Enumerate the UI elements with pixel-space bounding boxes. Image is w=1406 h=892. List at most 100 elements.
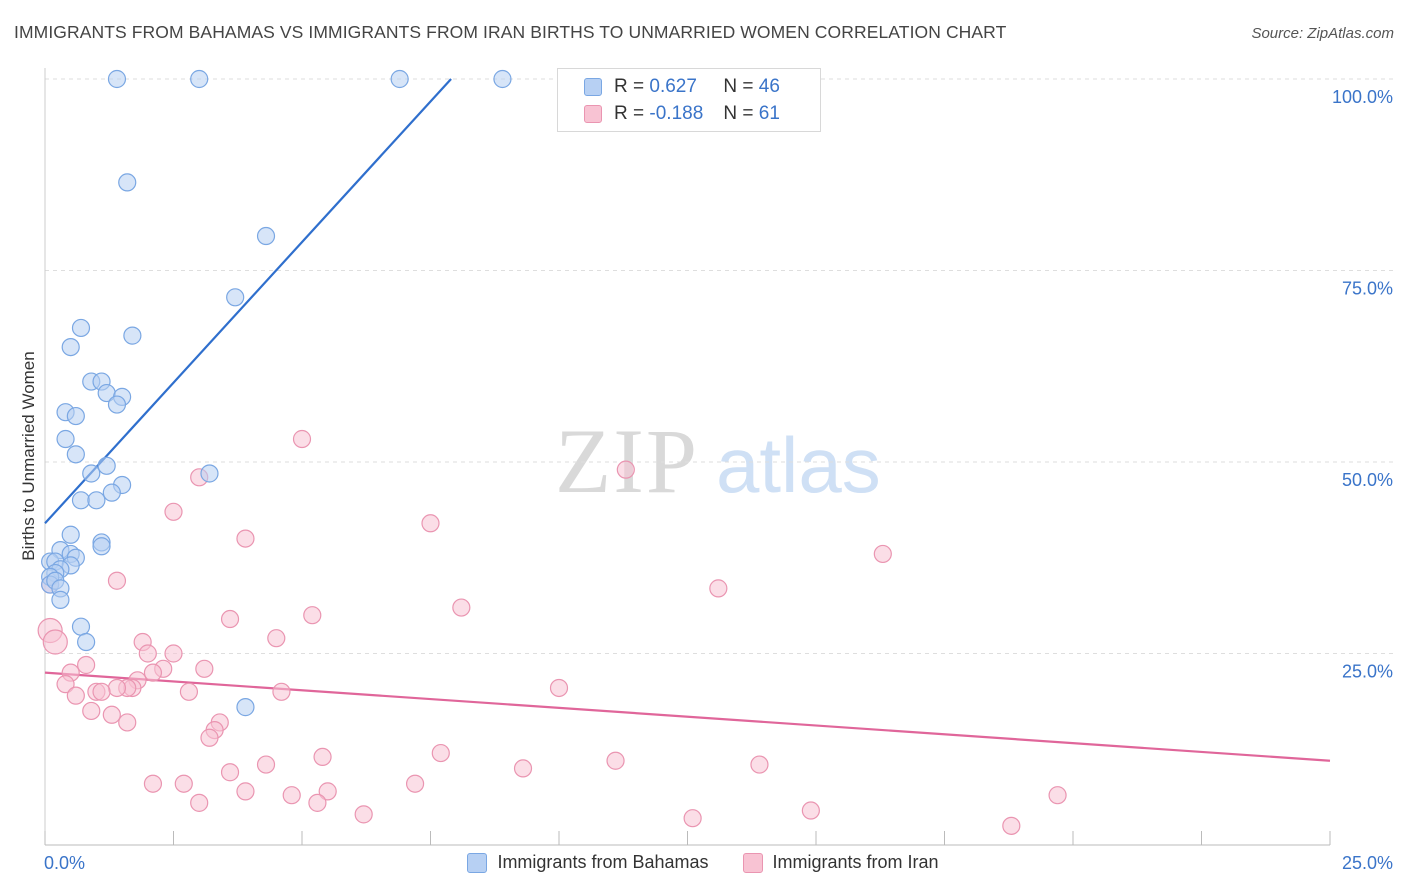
iran-point bbox=[118, 713, 137, 732]
iran-point bbox=[82, 701, 101, 721]
y-tick-label: 100.0% bbox=[1332, 87, 1393, 107]
bahamas-point bbox=[61, 338, 80, 357]
legend-row-iran: R = -0.188 N = 61 bbox=[584, 102, 780, 126]
bahamas-legend-swatch bbox=[467, 852, 488, 873]
iran-point bbox=[164, 644, 183, 663]
bahamas-trend-line bbox=[44, 78, 452, 525]
iran-point bbox=[267, 629, 286, 648]
iran-point bbox=[190, 793, 209, 812]
iran-point bbox=[303, 606, 322, 625]
iran-point bbox=[107, 571, 127, 590]
iran-point bbox=[549, 678, 569, 698]
iran-point bbox=[107, 678, 127, 698]
iran-point bbox=[318, 782, 337, 801]
bahamas-point bbox=[190, 69, 209, 89]
iran-point bbox=[66, 686, 85, 705]
iran-point bbox=[513, 759, 533, 778]
n-value: 46 bbox=[758, 76, 780, 97]
r-label: R = bbox=[614, 103, 645, 124]
iran-point bbox=[164, 502, 183, 521]
axes bbox=[44, 68, 1331, 846]
iran-point bbox=[195, 659, 214, 678]
bahamas-point bbox=[87, 491, 106, 510]
iran-point bbox=[56, 675, 75, 694]
iran-point bbox=[42, 629, 68, 655]
iran-point bbox=[354, 805, 373, 824]
iran-point bbox=[179, 682, 199, 701]
bahamas-point bbox=[256, 226, 276, 246]
r-value: 0.627 bbox=[649, 76, 697, 97]
bahamas-point bbox=[493, 69, 512, 89]
tick-labels: 100.0% 75.0% 50.0% 25.0% 0.0% 25.0% bbox=[44, 87, 1393, 873]
y-tick-label: 75.0% bbox=[1342, 279, 1393, 299]
iran-point bbox=[220, 609, 240, 629]
iran-point bbox=[256, 755, 276, 774]
bahamas-point bbox=[71, 491, 91, 510]
correlation-legend: R = 0.627 N = 46 R = -0.188 N = 61 bbox=[557, 68, 821, 132]
iran-point bbox=[683, 809, 702, 828]
bahamas-point bbox=[200, 464, 219, 483]
bahamas-point bbox=[390, 69, 409, 89]
iran-point bbox=[750, 755, 769, 774]
series-legend: Immigrants from Bahamas Immigrants from … bbox=[0, 852, 1406, 873]
iran-point bbox=[292, 429, 312, 449]
x-tick-label: 25.0% bbox=[1342, 853, 1393, 873]
iran-point bbox=[138, 644, 157, 663]
legend-label-iran: Immigrants from Iran bbox=[772, 852, 939, 872]
n-label: N = bbox=[723, 103, 754, 124]
iran-points bbox=[37, 429, 1067, 835]
iran-swatch bbox=[584, 105, 602, 123]
legend-item-iran: Immigrants from Iran bbox=[742, 852, 939, 873]
iran-point bbox=[143, 774, 163, 793]
iran-point bbox=[1002, 816, 1021, 835]
bahamas-point bbox=[71, 318, 91, 338]
legend-row-bahamas: R = 0.627 N = 46 bbox=[584, 75, 780, 99]
iran-trend-line bbox=[44, 671, 1331, 762]
n-value: 61 bbox=[758, 103, 780, 124]
bahamas-point bbox=[107, 395, 127, 414]
iran-point bbox=[431, 743, 450, 763]
iran-point bbox=[236, 782, 255, 801]
iran-point bbox=[143, 663, 163, 682]
legend-item-bahamas: Immigrants from Bahamas bbox=[467, 852, 709, 873]
iran-point bbox=[220, 763, 240, 782]
bahamas-point bbox=[61, 525, 80, 544]
iran-point bbox=[282, 786, 301, 805]
bahamas-point bbox=[118, 173, 137, 192]
bahamas-point bbox=[82, 464, 101, 483]
iran-point bbox=[452, 598, 471, 617]
bahamas-point bbox=[107, 69, 127, 89]
r-value: -0.188 bbox=[649, 103, 704, 124]
source-credit: Source: ZipAtlas.com bbox=[1251, 25, 1394, 42]
bahamas-points bbox=[41, 69, 512, 717]
bahamas-point bbox=[92, 537, 111, 556]
bahamas-point bbox=[66, 406, 85, 426]
iran-point bbox=[606, 751, 625, 770]
legend-label-bahamas: Immigrants from Bahamas bbox=[497, 852, 709, 872]
iran-point bbox=[873, 544, 892, 564]
y-tick-label: 25.0% bbox=[1342, 662, 1393, 682]
iran-point bbox=[92, 682, 111, 701]
r-label: R = bbox=[614, 76, 645, 97]
bahamas-point bbox=[56, 429, 75, 449]
iran-point bbox=[801, 801, 820, 820]
bahamas-point bbox=[66, 445, 85, 464]
iran-point bbox=[174, 774, 193, 793]
iran-point bbox=[236, 529, 255, 548]
iran-point bbox=[709, 579, 728, 598]
iran-legend-swatch bbox=[742, 852, 763, 873]
bahamas-point bbox=[71, 617, 91, 636]
iran-point bbox=[102, 705, 121, 724]
iran-point bbox=[405, 774, 425, 793]
bahamas-point bbox=[226, 288, 245, 307]
bahamas-point bbox=[236, 698, 255, 717]
chart-title: IMMIGRANTS FROM BAHAMAS VS IMMIGRANTS FR… bbox=[14, 22, 1007, 42]
trend-lines bbox=[44, 78, 1331, 762]
bahamas-point bbox=[77, 632, 96, 652]
bahamas-swatch bbox=[584, 78, 602, 96]
iran-point bbox=[272, 682, 291, 701]
gridlines bbox=[45, 78, 1395, 654]
iran-point bbox=[421, 514, 440, 533]
x-tick-label: 0.0% bbox=[44, 853, 85, 873]
